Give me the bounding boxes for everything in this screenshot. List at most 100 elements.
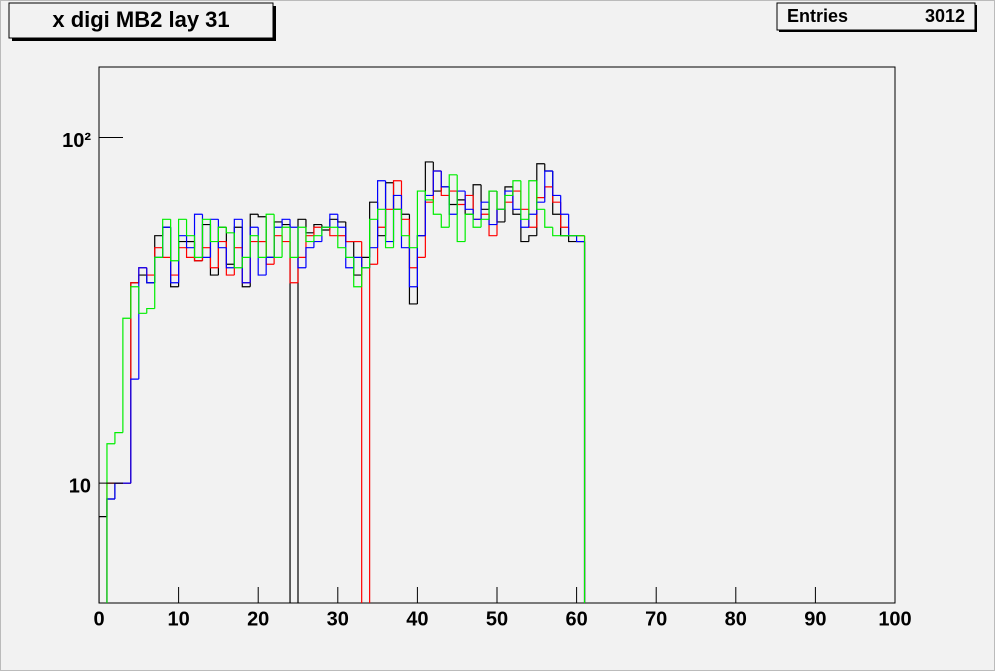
histogram-bin bbox=[464, 213, 474, 242]
histogram-bin bbox=[313, 235, 322, 242]
histogram-bin bbox=[138, 267, 147, 380]
histogram-bin bbox=[281, 218, 291, 228]
stats-box bbox=[776, 2, 976, 31]
histogram-bin bbox=[400, 209, 410, 237]
histogram-bin bbox=[432, 170, 442, 196]
histogram-bin bbox=[185, 247, 195, 258]
histogram-bin bbox=[257, 214, 267, 218]
histogram-bin bbox=[504, 186, 513, 222]
histogram-bin bbox=[281, 226, 291, 258]
histogram-bin bbox=[225, 227, 235, 234]
histogram-bin bbox=[552, 171, 561, 197]
histogram-bin bbox=[201, 218, 211, 258]
histogram-bin bbox=[377, 180, 386, 248]
histogram-bin bbox=[448, 174, 458, 228]
histogram-bin bbox=[297, 226, 306, 258]
x-tick-label: 20 bbox=[247, 608, 269, 630]
histogram-bin bbox=[544, 170, 553, 203]
histogram-bin bbox=[297, 218, 306, 603]
x-tick-label: 90 bbox=[804, 608, 826, 630]
histogram-bin bbox=[178, 218, 187, 261]
histogram-bin bbox=[432, 199, 442, 215]
histogram-bin bbox=[289, 227, 298, 258]
histogram-bin bbox=[464, 191, 474, 210]
x-tick-label: 40 bbox=[406, 608, 428, 630]
histogram-bin bbox=[480, 218, 490, 228]
histogram-bin bbox=[233, 232, 243, 269]
histogram-bin bbox=[456, 174, 466, 243]
histogram-bin bbox=[241, 256, 251, 268]
histogram-bin bbox=[544, 209, 553, 228]
plot-marks bbox=[99, 161, 586, 603]
histogram-bin bbox=[504, 194, 513, 210]
histogram-bin bbox=[353, 257, 362, 288]
histogram-bin bbox=[337, 227, 346, 249]
histogram-bin bbox=[392, 208, 402, 248]
histogram-bin bbox=[512, 191, 521, 210]
histogram-bin bbox=[209, 219, 219, 243]
x-tick-label: 0 bbox=[93, 608, 104, 630]
x-tick-label: 80 bbox=[725, 608, 747, 630]
histogram-bin bbox=[305, 227, 314, 243]
plot-frame bbox=[98, 66, 896, 604]
histogram-bin bbox=[193, 235, 203, 258]
histogram-bin bbox=[488, 190, 497, 220]
histogram-bin bbox=[377, 208, 386, 220]
histogram-bin bbox=[528, 235, 537, 242]
histogram-bin bbox=[146, 307, 155, 314]
histogram-bin bbox=[185, 219, 195, 237]
histogram-bin bbox=[361, 267, 370, 287]
histogram-bin bbox=[146, 267, 155, 284]
histogram-bin bbox=[361, 241, 363, 603]
histogram-bin bbox=[528, 180, 537, 220]
histogram-bin bbox=[273, 214, 283, 258]
histogram-bin bbox=[552, 227, 561, 237]
histogram-bin bbox=[225, 247, 235, 269]
histogram-bin bbox=[265, 213, 275, 258]
histogram-bin bbox=[345, 247, 354, 258]
histogram-bin bbox=[289, 224, 291, 603]
stats-label: Entries bbox=[787, 6, 848, 26]
histogram-bin bbox=[154, 256, 163, 309]
histogram-bin bbox=[193, 257, 203, 262]
histogram-bin bbox=[130, 378, 139, 484]
histogram-bin bbox=[536, 180, 545, 210]
histogram-bin bbox=[130, 286, 139, 319]
histogram-bin bbox=[576, 235, 585, 243]
histogram-bin bbox=[329, 227, 338, 237]
histogram-bin bbox=[241, 219, 251, 284]
histogram-bin bbox=[384, 209, 394, 249]
histogram-bin bbox=[480, 201, 490, 220]
histogram-bin bbox=[369, 218, 378, 268]
histogram-bin bbox=[424, 191, 434, 201]
x-tick-label: 70 bbox=[645, 608, 667, 630]
y-tick-label: 10 bbox=[69, 475, 91, 497]
histogram-bin bbox=[249, 226, 259, 283]
histogram-bin bbox=[440, 171, 450, 188]
x-tick-label: 60 bbox=[565, 608, 587, 630]
histogram-bin bbox=[321, 226, 330, 236]
histogram-bin bbox=[583, 235, 586, 603]
histogram-bin bbox=[257, 235, 267, 258]
histogram-bin bbox=[249, 235, 259, 258]
histogram-bin bbox=[217, 226, 227, 242]
histogram-bin bbox=[162, 218, 171, 258]
histogram-bin bbox=[99, 516, 107, 603]
title-box bbox=[8, 2, 274, 39]
histogram-bin bbox=[496, 191, 505, 210]
histogram-bin bbox=[440, 214, 450, 228]
histogram-bin bbox=[520, 180, 529, 220]
x-tick-label: 30 bbox=[327, 608, 349, 630]
stats-value: 3012 bbox=[925, 6, 965, 26]
histogram-bin bbox=[122, 317, 131, 433]
y-tick-label: 10² bbox=[62, 130, 91, 152]
x-tick-label: 10 bbox=[167, 608, 189, 630]
histogram-bin bbox=[329, 213, 338, 228]
histogram-bin bbox=[416, 190, 426, 248]
histogram-bin bbox=[408, 247, 418, 288]
histogram-bin bbox=[170, 219, 179, 262]
histogram-bin bbox=[512, 180, 521, 196]
histogram-bin bbox=[106, 443, 115, 603]
